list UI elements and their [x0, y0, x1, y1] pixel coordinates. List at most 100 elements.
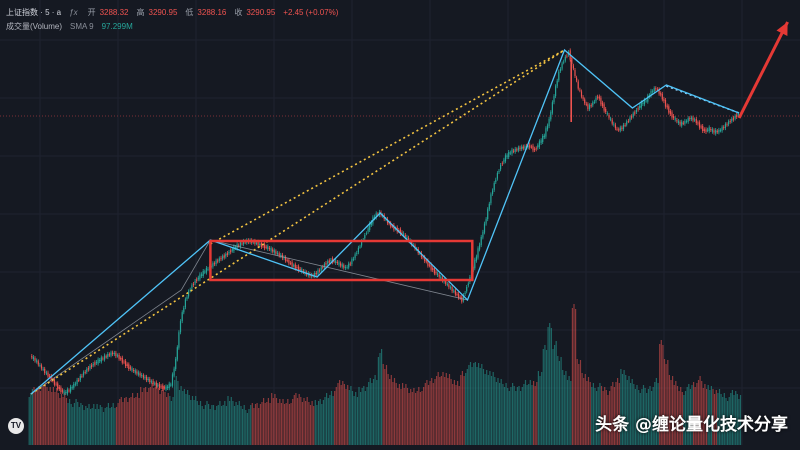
volume-bar: [324, 397, 326, 445]
volume-bar: [277, 403, 279, 445]
volume-bar: [452, 384, 454, 445]
candle-body: [546, 125, 549, 130]
candle-body: [273, 250, 275, 253]
volume-bar: [673, 385, 675, 445]
candle-body: [509, 152, 511, 154]
candle-body: [550, 112, 552, 120]
candle-body: [656, 89, 659, 91]
candle-body: [504, 155, 507, 162]
volume-bar: [571, 308, 573, 445]
candle-body: [230, 250, 232, 253]
volume-bar: [185, 394, 187, 445]
candle-body: [108, 354, 110, 356]
candle-body: [70, 386, 72, 392]
candle-body: [181, 312, 183, 322]
volume-bar: [350, 386, 352, 445]
volume-bar: [280, 403, 282, 445]
candle-body: [407, 237, 410, 241]
volume-bar: [591, 387, 593, 445]
candle-body: [689, 118, 691, 120]
candle-body: [74, 383, 77, 385]
volume-bar: [90, 409, 92, 445]
candle-body: [136, 371, 138, 374]
candle-body: [621, 127, 623, 130]
candle-body: [610, 118, 612, 120]
volume-bar: [319, 399, 321, 445]
candle-body: [36, 360, 38, 362]
candle-body: [390, 222, 392, 227]
candle-body: [632, 113, 634, 117]
volume-label[interactable]: 成交量(Volume): [6, 22, 63, 31]
volume-bar: [175, 376, 177, 445]
candle-body: [487, 209, 489, 220]
candle-body: [99, 360, 101, 361]
volume-bar: [49, 387, 51, 445]
candle-body: [700, 126, 702, 128]
volume-bar: [353, 396, 355, 445]
volume-bar: [562, 370, 564, 445]
candle-body: [629, 117, 631, 121]
candle-body: [391, 225, 393, 227]
candle-body: [718, 129, 720, 133]
candle-body: [42, 368, 44, 370]
candle-body: [81, 375, 83, 377]
volume-bar: [636, 385, 638, 445]
volume-bar: [340, 385, 342, 445]
candle-body: [537, 145, 539, 148]
volume-bar: [597, 387, 599, 445]
volume-bar: [447, 378, 449, 445]
volume-bar: [718, 389, 721, 445]
candle-body: [611, 119, 613, 124]
candle-body: [716, 131, 718, 133]
volume-bar: [303, 398, 305, 445]
candle-body: [635, 110, 637, 112]
candle-body: [618, 129, 620, 131]
volume-bar: [258, 408, 260, 445]
candle-body: [320, 267, 322, 271]
volume-bar: [322, 400, 324, 445]
candle-body: [155, 382, 157, 387]
candle-body: [63, 391, 65, 394]
fx-icon[interactable]: ƒx: [69, 8, 78, 17]
volume-bar: [148, 388, 150, 445]
volume-bar: [182, 391, 184, 445]
candle-body: [728, 121, 730, 125]
volume-bar: [62, 397, 64, 445]
candle-body: [133, 370, 135, 371]
candle-body: [663, 98, 665, 102]
volume-bar: [599, 383, 601, 445]
volume-bar: [109, 408, 111, 445]
volume-bar: [219, 401, 221, 445]
candle-body: [715, 130, 717, 134]
candle-body: [705, 129, 707, 132]
volume-bar: [473, 363, 475, 445]
candle-body: [587, 104, 589, 110]
volume-bar: [204, 405, 206, 445]
candle-body: [328, 260, 330, 263]
candle-body: [126, 364, 128, 366]
candle-body: [218, 258, 220, 261]
volume-bar: [298, 394, 300, 445]
candle-body: [39, 364, 41, 366]
volume-bar: [617, 378, 619, 445]
candle-body: [697, 122, 699, 124]
volume-bar: [431, 378, 433, 445]
volume-bar: [318, 401, 320, 445]
candle-body: [658, 89, 660, 94]
volume-bar: [101, 407, 103, 445]
candle-body: [475, 256, 477, 261]
candle-body: [340, 263, 342, 266]
volume-bar: [72, 407, 74, 445]
symbol-label[interactable]: 上证指数 · 5 · a: [6, 8, 62, 17]
volume-bar: [56, 388, 58, 445]
candle-body: [286, 260, 288, 262]
volume-bar: [628, 376, 630, 445]
volume-bar: [505, 383, 507, 445]
candle-body: [82, 372, 85, 376]
candle-body: [563, 61, 565, 63]
candle-body: [492, 190, 494, 194]
tradingview-logo-icon[interactable]: TV: [8, 418, 24, 434]
volume-bar: [161, 390, 163, 445]
